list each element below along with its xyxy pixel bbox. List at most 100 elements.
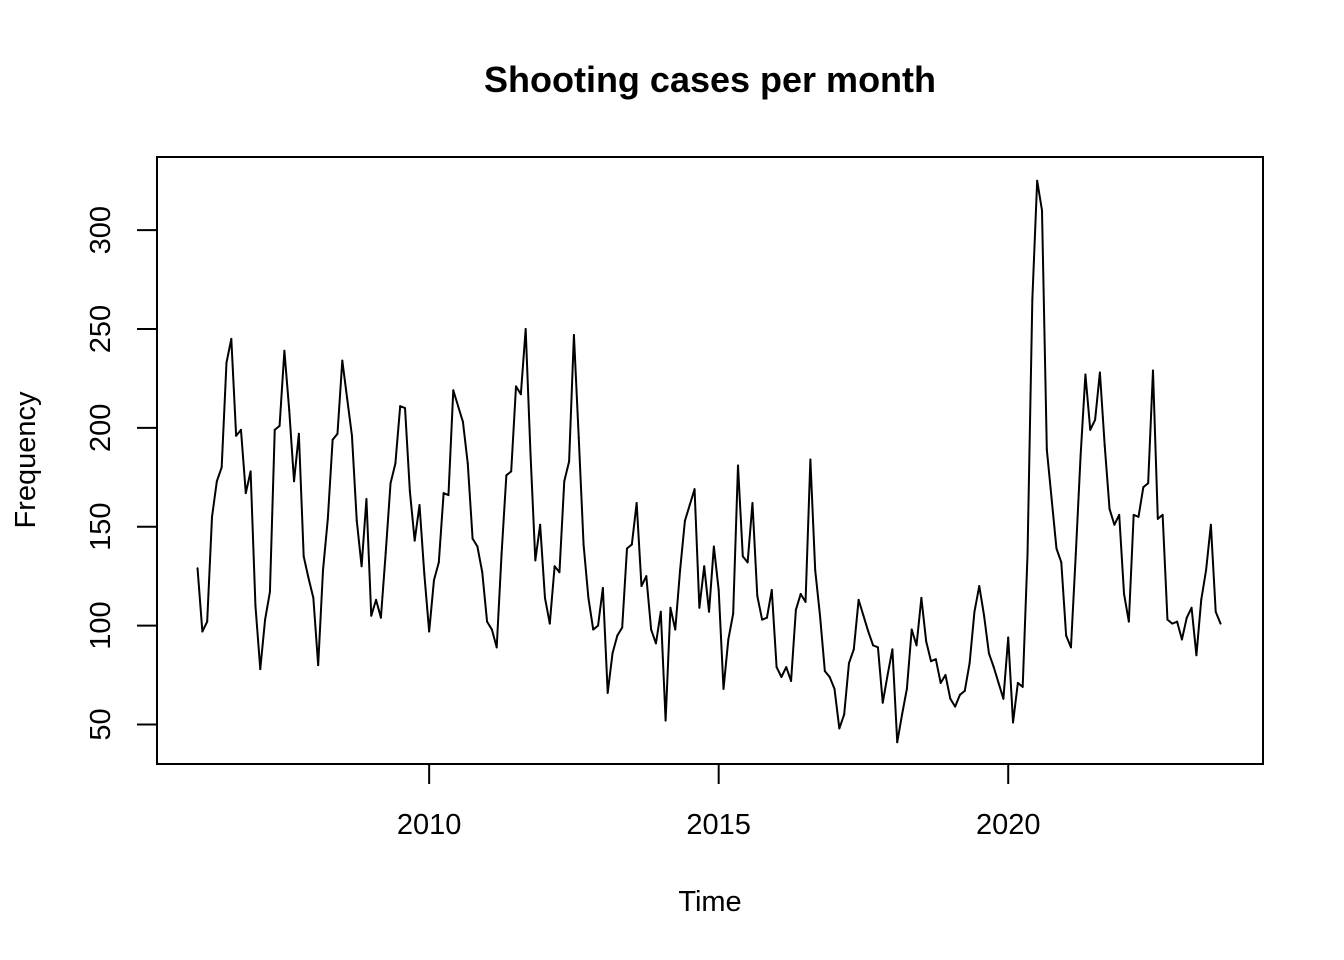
data-point: [601, 587, 604, 590]
data-point: [481, 571, 484, 574]
data-point: [949, 697, 952, 700]
data-point: [611, 652, 614, 655]
data-point: [1108, 507, 1111, 510]
data-point: [654, 642, 657, 645]
data-point: [1166, 618, 1169, 621]
data-point: [273, 428, 276, 431]
data-point: [370, 614, 373, 617]
y-axis-label: Frequency: [10, 391, 42, 529]
data-point: [621, 626, 624, 629]
data-point: [1103, 444, 1106, 447]
data-point: [312, 596, 315, 599]
data-point: [1094, 418, 1097, 421]
data-point: [775, 666, 778, 669]
data-point: [978, 585, 981, 588]
data-point: [958, 693, 961, 696]
data-point: [761, 618, 764, 621]
data-point: [1012, 721, 1015, 724]
data-point: [452, 389, 455, 392]
data-point: [1137, 515, 1140, 518]
data-point: [881, 701, 884, 704]
data-point: [1151, 369, 1154, 372]
data-point: [717, 589, 720, 592]
data-point: [322, 569, 324, 572]
data-point: [297, 432, 300, 435]
data-point: [669, 606, 672, 609]
data-point: [857, 598, 860, 601]
y-tick-label: 100: [85, 601, 117, 649]
data-point: [963, 689, 966, 692]
data-point: [650, 628, 653, 631]
data-point: [867, 630, 870, 633]
data-point: [785, 666, 788, 669]
data-point: [543, 596, 546, 599]
data-point: [220, 466, 223, 469]
data-point: [712, 545, 715, 548]
data-point: [664, 719, 667, 722]
data-point: [539, 523, 542, 526]
series-line: [196, 179, 1222, 744]
data-point: [722, 687, 725, 690]
data-point: [244, 492, 247, 495]
data-point: [326, 517, 329, 520]
data-point: [432, 579, 435, 582]
data-point: [751, 502, 754, 505]
data-point: [901, 713, 904, 716]
data-point: [765, 616, 768, 619]
data-point: [954, 705, 957, 708]
data-point: [235, 434, 238, 437]
data-point: [930, 660, 933, 663]
data-point: [346, 397, 349, 400]
data-point: [790, 679, 793, 682]
data-point: [254, 604, 257, 607]
data-point: [587, 596, 590, 599]
data-point: [307, 577, 310, 580]
data-point: [592, 628, 595, 631]
data-point: [1036, 179, 1039, 182]
data-point: [915, 644, 918, 647]
data-point: [1050, 498, 1053, 501]
data-point: [606, 691, 609, 694]
data-point: [288, 409, 291, 412]
data-point: [1084, 373, 1087, 376]
x-axis-label: Time: [678, 886, 741, 918]
data-point: [674, 628, 677, 631]
data-point: [268, 590, 271, 593]
data-point: [423, 573, 426, 576]
data-point: [490, 628, 493, 631]
x-tick-label: 2010: [397, 809, 462, 841]
data-point: [206, 620, 209, 623]
data-point: [471, 537, 474, 540]
data-point: [355, 519, 358, 522]
data-point: [249, 470, 252, 473]
data-point: [659, 610, 662, 613]
x-axis: 2010 2015 2020: [397, 763, 1040, 841]
data-point: [384, 551, 387, 554]
data-point: [799, 592, 802, 595]
data-point: [457, 405, 460, 408]
data-point: [486, 620, 489, 623]
data-point: [1156, 517, 1159, 520]
data-point: [925, 640, 928, 643]
data-point: [823, 670, 826, 673]
data-point: [529, 452, 532, 455]
data-point: [264, 618, 267, 621]
data-point: [495, 646, 498, 649]
data-point: [809, 458, 812, 461]
data-point: [259, 668, 262, 671]
data-point: [1219, 622, 1222, 625]
data-point: [1098, 371, 1101, 374]
data-point: [635, 502, 638, 505]
data-point: [1142, 486, 1145, 489]
data-point: [360, 565, 363, 568]
data-point: [838, 727, 841, 730]
data-point: [1002, 697, 1005, 700]
data-point: [283, 349, 286, 352]
data-point: [515, 385, 518, 388]
data-point: [736, 464, 739, 467]
data-point: [973, 610, 976, 613]
data-point: [756, 594, 759, 597]
data-point: [1060, 561, 1063, 564]
data-point: [1079, 454, 1082, 457]
data-point: [814, 569, 817, 572]
